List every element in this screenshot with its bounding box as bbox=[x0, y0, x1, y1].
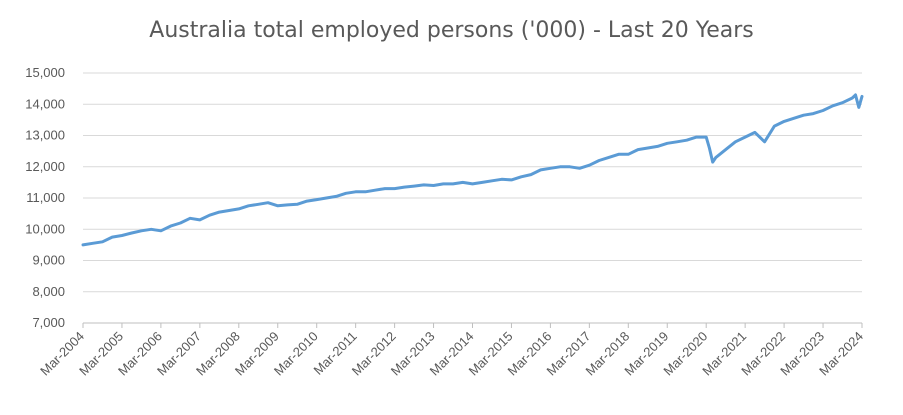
y-tick-label: 9,000 bbox=[32, 253, 65, 268]
y-tick-label: 15,000 bbox=[25, 65, 65, 80]
series-line bbox=[81, 93, 864, 247]
x-axis-tick-labels: Mar-2004Mar-2005Mar-2006Mar-2007Mar-2008… bbox=[37, 329, 866, 379]
y-tick-label: 8,000 bbox=[32, 284, 65, 299]
series-layer bbox=[81, 93, 864, 247]
y-tick-label: 13,000 bbox=[25, 128, 65, 143]
x-axis bbox=[82, 322, 863, 328]
gridlines bbox=[83, 72, 862, 293]
y-tick-label: 12,000 bbox=[25, 159, 65, 174]
y-axis-tick-labels: 7,000 8,000 9,000 10,000 11,000 12,000 13,000 1… bbox=[25, 65, 65, 330]
y-tick-label: 10,000 bbox=[25, 221, 65, 236]
chart-title: Australia total employed persons ('000) … bbox=[149, 18, 754, 43]
y-tick-label: 14,000 bbox=[25, 96, 65, 111]
y-tick-label: 7,000 bbox=[32, 315, 65, 330]
y-tick-label: 11,000 bbox=[26, 190, 65, 205]
